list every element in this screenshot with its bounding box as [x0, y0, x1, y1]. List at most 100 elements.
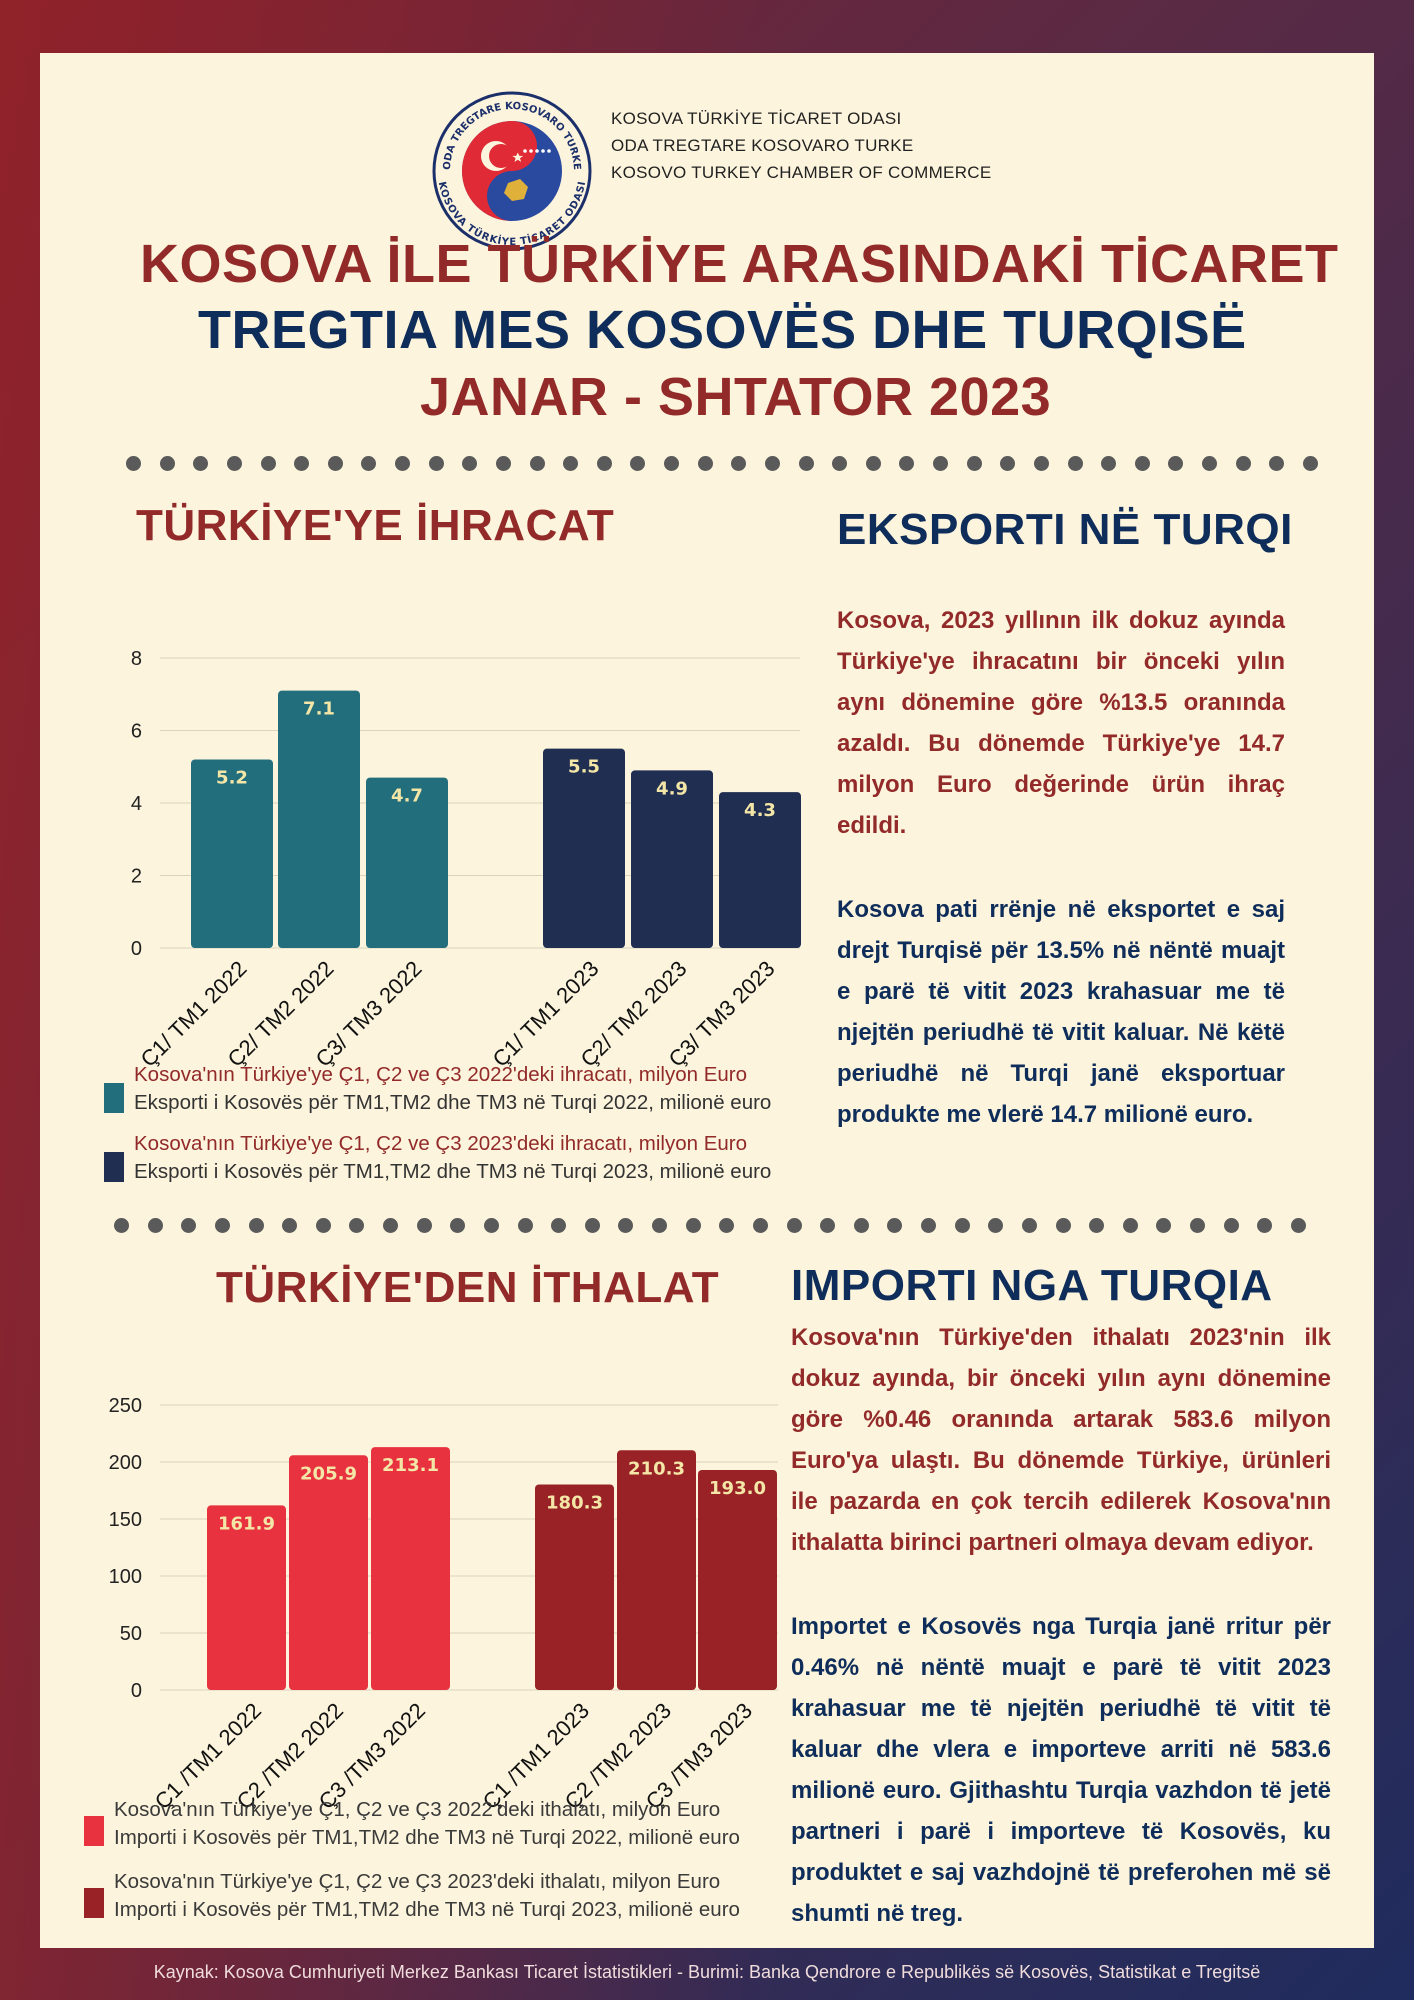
- bar: [191, 759, 273, 948]
- data-label: 4.9: [656, 778, 688, 799]
- chamber-logo-icon: ODA TREGTARE KOSOVARO TURKE KOSOVA TÜRKİ…: [432, 91, 592, 251]
- divider-dot: [462, 456, 478, 471]
- divider-dot: [887, 1218, 903, 1233]
- import-legend-2023: Kosova'nın Türkiye'ye Ç1, Ç2 ve Ç3 2023'…: [84, 1868, 740, 1924]
- divider-dot: [551, 1218, 567, 1233]
- legend-swatch: [84, 1888, 104, 1918]
- legend-label-tr: Kosova'nın Türkiye'ye Ç1, Ç2 ve Ç3 2022'…: [114, 1798, 721, 1821]
- data-label: 161.9: [218, 1513, 275, 1534]
- org-name-tr: KOSOVA TÜRKİYE TİCARET ODASI: [611, 109, 902, 128]
- y-tick-label: 8: [131, 648, 142, 670]
- divider-dot: [1089, 1218, 1105, 1233]
- divider-dot: [988, 1218, 1004, 1233]
- infographic-card: ODA TREGTARE KOSOVARO TURKE KOSOVA TÜRKİ…: [40, 53, 1374, 1948]
- divider-dot: [294, 456, 310, 471]
- divider-dot: [697, 456, 713, 471]
- divider-dot: [1257, 1218, 1273, 1233]
- data-label: 7.1: [303, 699, 335, 720]
- y-tick-label: 200: [109, 1452, 142, 1474]
- y-tick-label: 50: [120, 1623, 142, 1645]
- divider-dot: [529, 456, 545, 471]
- divider-dot: [966, 456, 982, 471]
- org-name-block: KOSOVA TÜRKİYE TİCARET ODASI ODA TREGTAR…: [611, 105, 992, 186]
- divider-dot: [226, 456, 242, 471]
- divider-dot: [865, 456, 881, 471]
- divider-dot: [664, 456, 679, 471]
- divider-dot: [618, 1218, 634, 1233]
- divider-dot: [159, 456, 175, 471]
- divider-dot: [450, 1218, 466, 1233]
- divider-dot: [428, 456, 444, 471]
- export-paragraph-sq: Kosova pati rrënje në eksportet e saj dr…: [837, 896, 1285, 1128]
- divider-dot: [719, 1218, 735, 1233]
- y-tick-label: 4: [131, 793, 142, 815]
- divider-dot: [1168, 456, 1184, 471]
- data-label: 210.3: [628, 1458, 685, 1479]
- import-legend-2022: Kosova'nın Türkiye'ye Ç1, Ç2 ve Ç3 2022'…: [84, 1796, 740, 1852]
- divider-dot: [1055, 1218, 1071, 1233]
- y-tick-label: 100: [109, 1566, 142, 1588]
- divider-dot: [752, 1218, 768, 1233]
- divider-dot: [921, 1218, 936, 1233]
- main-title-sq: TREGTIA MES KOSOVËS DHE TURQISË: [198, 300, 1247, 360]
- divider-dot: [1156, 1218, 1172, 1233]
- bar: [719, 792, 801, 948]
- legend-swatch: [104, 1083, 124, 1113]
- divider-dot: [1033, 456, 1049, 471]
- divider-dot: [181, 1218, 197, 1233]
- divider-dot: [1101, 456, 1117, 471]
- legend-label-sq: Eksporti i Kosovës për TM1,TM2 dhe TM3 n…: [134, 1160, 772, 1183]
- divider-dot: [1202, 456, 1217, 471]
- divider-dot: [652, 1218, 667, 1233]
- divider-dot: [315, 1218, 331, 1233]
- divider-dot: [820, 1218, 836, 1233]
- divider-dot: [630, 456, 646, 471]
- divider-dot: [954, 1218, 970, 1233]
- period-title: JANAR - SHTATOR 2023: [420, 367, 1052, 427]
- export-legend-2023: Kosova'nın Türkiye'ye Ç1, Ç2 ve Ç3 2023'…: [104, 1130, 824, 1186]
- divider-dot: [798, 456, 814, 471]
- legend-label-tr: Kosova'nın Türkiye'ye Ç1, Ç2 ve Ç3 2023'…: [114, 1870, 721, 1893]
- data-label: 205.9: [300, 1463, 357, 1484]
- legend-label-tr: Kosova'nın Türkiye'ye Ç1, Ç2 ve Ç3 2023'…: [134, 1132, 747, 1155]
- data-label: 4.7: [391, 786, 423, 807]
- export-title-tr: TÜRKİYE'YE İHRACAT: [136, 501, 615, 550]
- y-tick-label: 150: [109, 1509, 142, 1531]
- import-paragraph-sq: Importet e Kosovës nga Turqia janë rritu…: [791, 1613, 1331, 1927]
- y-tick-label: 0: [131, 1680, 142, 1702]
- bar: [535, 1484, 614, 1690]
- bar: [278, 690, 360, 948]
- export-paragraph-tr: Kosova, 2023 yıllının ilk dokuz ayında T…: [837, 607, 1285, 839]
- divider-dot: [596, 456, 612, 471]
- divider-dot: [1190, 1218, 1205, 1233]
- divider-dot: [584, 1218, 600, 1233]
- import-title-tr: TÜRKİYE'DEN İTHALAT: [216, 1263, 720, 1312]
- y-tick-label: 250: [109, 1395, 142, 1417]
- divider-dot: [1021, 1218, 1037, 1233]
- import-paragraph-tr: Kosova'nın Türkiye'den ithalatı 2023'nin…: [791, 1324, 1331, 1556]
- divider-dot: [349, 1218, 365, 1233]
- data-label: 180.3: [546, 1492, 603, 1513]
- data-label: 5.5: [568, 757, 600, 778]
- divider-dot: [1223, 1218, 1239, 1233]
- divider-dot: [327, 456, 343, 471]
- y-tick-label: 2: [131, 866, 142, 888]
- org-name-en: KOSOVO TURKEY CHAMBER OF COMMERCE: [611, 163, 992, 182]
- divider-dot: [1000, 456, 1016, 471]
- legend-swatch: [84, 1816, 104, 1846]
- org-name-sq: ODA TREGTARE KOSOVARO TURKE: [611, 136, 914, 155]
- dotted-divider: [114, 1218, 1306, 1233]
- bar: [543, 748, 625, 948]
- divider-dot: [1269, 456, 1285, 471]
- bar: [289, 1455, 368, 1690]
- divider-dot: [214, 1218, 230, 1233]
- divider-dot: [147, 1218, 163, 1233]
- bar: [617, 1450, 696, 1690]
- divider-dot: [416, 1218, 432, 1233]
- divider-dot: [193, 456, 209, 471]
- divider-dot: [517, 1218, 533, 1233]
- source-footer: Kaynak: Kosova Cumhuriyeti Merkez Bankas…: [153, 1962, 1261, 1982]
- import-title-sq: IMPORTI NGA TURQIA: [791, 1261, 1273, 1310]
- main-title-tr: KOSOVA İLE TÜRKİYE ARASINDAKİ TİCARET: [140, 234, 1339, 294]
- bar: [371, 1447, 450, 1690]
